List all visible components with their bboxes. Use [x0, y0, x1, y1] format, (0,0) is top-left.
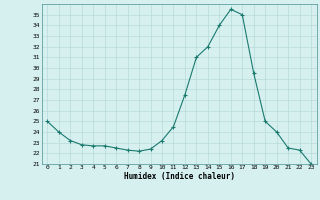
X-axis label: Humidex (Indice chaleur): Humidex (Indice chaleur) [124, 172, 235, 181]
